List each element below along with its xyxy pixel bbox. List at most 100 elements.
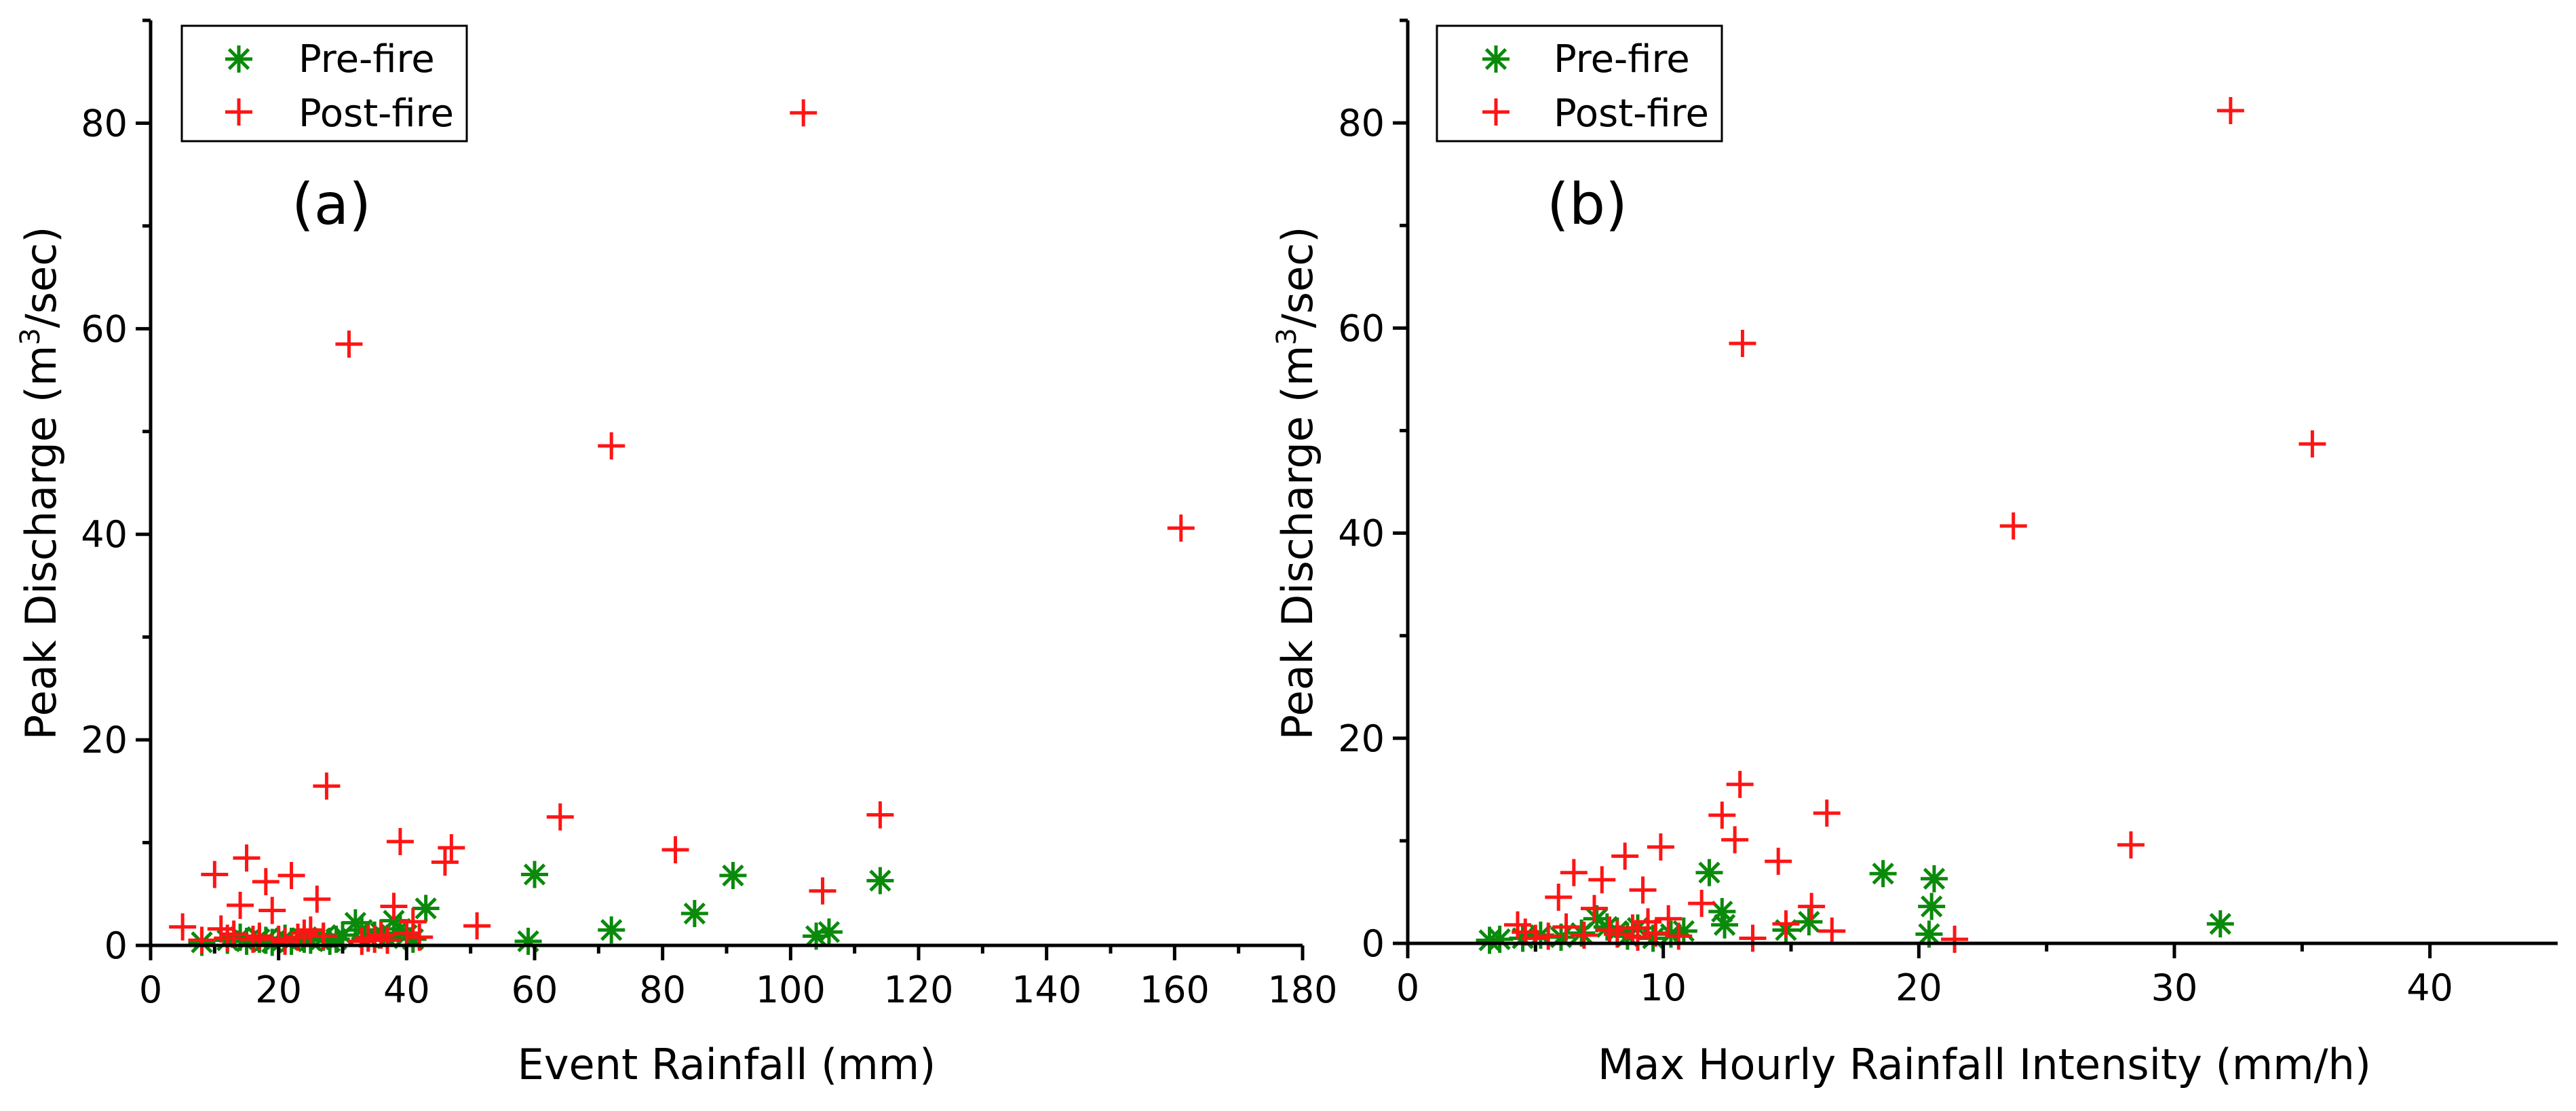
panel-b-x-tick-label: 40 [2406,966,2453,1009]
panel-a-y-tick-label: 80 [81,102,128,145]
panel-b-pre-fire-point [1711,911,1739,939]
panel-b-post-fire-point [1629,876,1657,904]
panel-b-post-fire-point [1721,826,1749,854]
panel-a-post-fire-point [313,772,341,800]
panel-b-x-axis-title: Max Hourly Rainfall Intensity (mm/h) [1598,1040,2371,1089]
panel-b-ticks: 0 10 20 30 40 0 20 40 60 80 [1338,18,2453,1009]
panel-b-y-tick-label: 60 [1338,307,1385,350]
panel-a-x-tick-label: 0 [139,968,162,1011]
panel-a-pre-fire-point [680,900,708,928]
panel-a-post-fire-point [303,885,331,913]
panel-a-y-axis-title-main: Peak Discharge (m [16,345,66,740]
panel-a-legend-box [180,24,468,143]
panel-b-pre-fire-point [1920,865,1948,892]
panel-a-x-tick-label: 140 [1012,968,1081,1011]
panel-a-x-tick-label: 120 [883,968,953,1011]
panel-a-post-fire-point [258,897,286,924]
panel-b-x-tick-label: 0 [1396,966,1419,1009]
panel-b-post-fire-point [1739,924,1767,952]
panel-b-post-fire-point [1560,859,1588,886]
panel-a-y-axis-title: Peak Discharge (m3/sec) [15,227,66,740]
panel-a-legend: Pre-fire Post-fire [180,24,468,143]
panel-a-post-fire-point [399,908,427,936]
panel-a-post-fire-point [296,916,324,944]
panel-a-y-axis-title-suffix: /sec) [16,227,66,328]
panel-a-legend-marker-pre-fire [225,45,252,73]
panel-a-post-fire-point [790,99,818,127]
panel-b-legend-label-post-fire: Post-fire [1554,92,1709,136]
panel-a-post-fire-point [374,926,402,954]
panel-a: 0 20 40 60 80 100 120 140 160 180 0 20 40 60 80 Event … [15,18,1338,1089]
panel-a-x-tick-label: 80 [639,968,686,1011]
panel-b-y-tick-label: 40 [1338,512,1385,555]
panel-b-y-axis-title: Peak Discharge (m3/sec) [1271,227,1322,740]
panel-a-x-axis-title: Event Rainfall (mm) [518,1040,936,1089]
panel-b-post-fire-point [1772,910,1800,938]
panel-b-x-tick-label: 10 [1640,966,1687,1009]
panel-a-pre-fire-point [514,927,542,955]
panel-b-legend-pre-fire-symbol [1482,45,1510,73]
panel-b-post-fire-point [1941,925,1969,953]
panel-a-post-fire-point [431,848,459,876]
panel-b: 0 10 20 30 40 0 20 40 60 80 Max Hourly Rainfall I… [1271,18,2558,1089]
panel-a-y-tick-label: 40 [81,513,128,556]
panel-a-post-fire-point [438,834,465,862]
panel-b-post-fire-point [1798,892,1826,920]
panel-a-y-tick-label: 20 [81,719,128,761]
panel-a-post-fire-point [348,927,376,955]
panel-a-post-fire-point [220,920,248,948]
panel-a-pre-fire-point [815,918,843,946]
panel-a-post-fire-point [809,877,837,905]
panel-b-legend-post-fire-symbol [1482,98,1510,126]
panel-a-legend-marker-post-fire [225,98,252,126]
panel-b-post-fire-point [1818,917,1846,945]
panel-b-legend-box [1436,24,1723,143]
panel-a-legend-label-pre-fire: Pre-fire [299,37,435,81]
panel-a-x-tick-label: 60 [512,968,558,1011]
panel-a-post-fire-point [1167,514,1195,542]
panel-a-post-fire-point [169,913,197,941]
panel-b-post-fire-point [1624,923,1651,951]
panel-a-y-axis-title-superscript: 3 [15,328,46,345]
panel-b-post-fire-point [1552,913,1580,941]
panel-a-post-fire-point [661,836,689,864]
panel-b-post-fire-point [1545,884,1573,911]
panel-b-x-tick-label: 20 [1896,966,1942,1009]
panel-b-pre-fire-point [2206,910,2234,938]
panel-b-y-tick-label: 0 [1362,922,1385,965]
panel-b-post-fire-point [1647,833,1674,861]
panel-b-legend-marker-pre-fire [1482,45,1510,73]
panel-a-legend-post-fire-symbol [225,98,252,126]
panel-a-y-tick-label: 60 [81,307,128,350]
panel-b-post-fire-point [2216,96,2244,124]
panel-a-pre-fire-point [719,862,747,890]
panel-a-post-fire-point [277,862,305,890]
panel-b-y-axis-title-superscript: 3 [1271,328,1303,345]
panel-a-post-fire-point [866,801,894,829]
panel-a-ticks: 0 20 40 60 80 100 120 140 160 180 0 20 40 60 80 [81,18,1338,1011]
panel-a-post-fire-point [201,861,229,888]
panel-b-post-fire-point [1708,802,1736,829]
panel-b-post-fire-point [1726,770,1754,798]
panel-a-x-tick-label: 100 [756,968,826,1011]
panel-b-x-tick-label: 30 [2151,966,2198,1009]
panel-a-post-fire-point [233,844,261,872]
panel-a-legend-pre-fire-symbol [225,45,252,73]
panel-b-y-axis-title-suffix: /sec) [1273,227,1322,328]
panel-b-pre-fire-point [1486,925,1514,953]
panel-b-markers [1476,96,2326,954]
panel-a-x-tick-label: 40 [383,968,430,1011]
panel-b-post-fire-point [1729,330,1756,357]
panel-b-post-fire-point [1580,895,1608,922]
panel-a-post-fire-point [463,912,491,940]
panel-a-post-fire-point [271,927,299,955]
panel-b-pre-fire-point [1869,860,1897,888]
panel-a-pre-fire-point [866,867,894,895]
panel-b-legend-label-pre-fire: Pre-fire [1554,37,1690,81]
panel-b-post-fire-point [1813,799,1841,827]
panel-a-post-fire-point [227,891,254,919]
panel-b-post-fire-point [1535,922,1562,950]
panel-b-post-fire-point [2299,430,2326,458]
panel-a-legend-label-post-fire: Post-fire [299,92,454,136]
